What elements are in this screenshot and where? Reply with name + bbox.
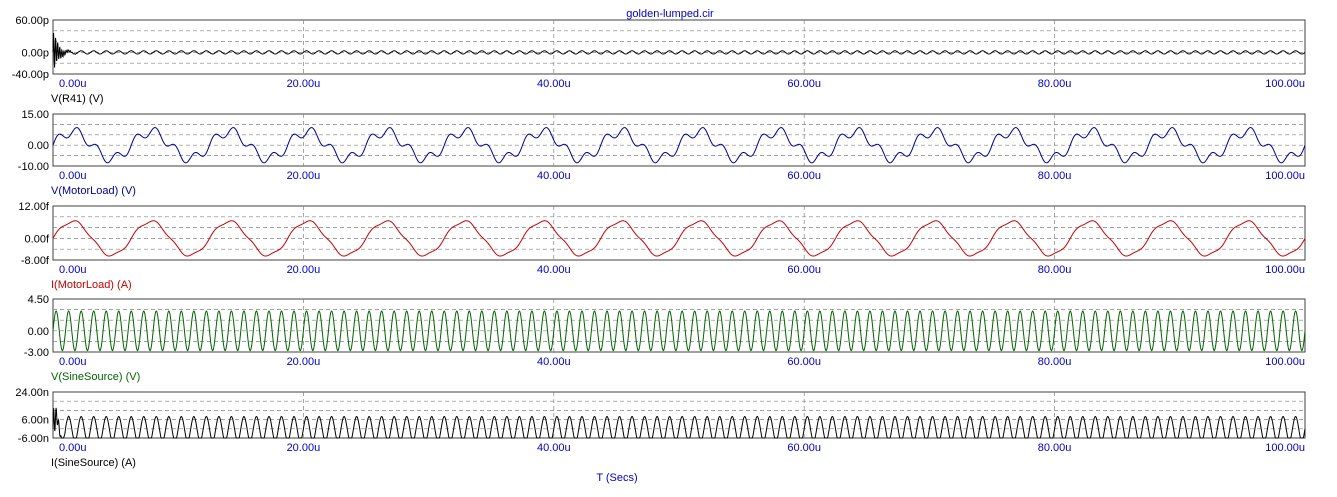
x-tick-label: 100.00u: [1265, 264, 1305, 276]
panels: 60.00p 0.00p -40.00p 0.00u 20.00u 40.00u 60.00…: [12, 15, 1306, 469]
y-tick-label: 0.00f: [25, 233, 50, 245]
series-line: [52, 127, 1306, 164]
x-tick-label: 100.00u: [1265, 78, 1305, 90]
y-tick-label: -3.00: [24, 347, 49, 359]
y-tick-label: 6.00n: [21, 415, 49, 427]
series-line: [52, 220, 1306, 257]
signal-label: V(SineSource) (V): [51, 371, 140, 383]
x-tick-label: 80.00u: [1038, 170, 1072, 182]
panel-5: 24.00n 6.00n -6.00n 0.00u 20.00u 40.00u 60.00u…: [15, 387, 1306, 469]
x-tick-label: 100.00u: [1265, 442, 1305, 454]
panel-3: 12.00f 0.00f -8.00f 0.00u 20.00u 40.00u 60.00u…: [18, 201, 1306, 291]
x-tick-label: 100.00u: [1265, 170, 1305, 182]
x-tick-label: 100.00u: [1265, 356, 1305, 368]
signal-label: V(MotorLoad) (V): [51, 185, 136, 197]
panel-4: 4.50 0.00 -3.00 0.00u 20.00u 40.00u 60.00u 80.0…: [24, 294, 1306, 383]
x-tick-label: 20.00u: [287, 170, 321, 182]
panel-frame: [52, 19, 1306, 75]
plot-title: golden-lumped.cir: [626, 8, 714, 20]
panel-2: 15.00 0.00 -10.00 0.00u 20.00u 40.00u 60.00u 80…: [18, 109, 1306, 197]
x-tick-label: 80.00u: [1038, 78, 1072, 90]
x-axis-label: T (Secs): [596, 472, 637, 484]
y-tick-label: -8.00f: [21, 255, 50, 267]
x-tick-label: 0.00u: [59, 442, 87, 454]
x-tick-label: 0.00u: [59, 170, 87, 182]
x-tick-label: 40.00u: [537, 170, 571, 182]
series-line: [52, 310, 1306, 352]
x-tick-label: 80.00u: [1038, 442, 1072, 454]
x-tick-label: 40.00u: [537, 78, 571, 90]
x-tick-label: 80.00u: [1038, 356, 1072, 368]
x-tick-label: 60.00u: [787, 170, 821, 182]
x-tick-label: 20.00u: [287, 442, 321, 454]
x-tick-label: 80.00u: [1038, 264, 1072, 276]
y-tick-label: -40.00p: [12, 69, 49, 81]
y-tick-label: -6.00n: [18, 433, 49, 445]
panel-frame: [52, 298, 1306, 353]
x-tick-label: 60.00u: [787, 356, 821, 368]
panel-1: 60.00p 0.00p -40.00p 0.00u 20.00u 40.00u 60.00…: [12, 15, 1306, 105]
x-tick-label: 40.00u: [537, 442, 571, 454]
y-tick-label: 4.50: [28, 294, 49, 306]
x-tick-label: 40.00u: [537, 264, 571, 276]
x-tick-label: 60.00u: [787, 78, 821, 90]
signal-label: I(SineSource) (A): [51, 457, 136, 469]
y-tick-label: -10.00: [18, 161, 49, 173]
y-tick-label: 0.00: [28, 326, 49, 338]
series-line: [52, 33, 1306, 68]
x-tick-label: 40.00u: [537, 356, 571, 368]
panel-frame: [52, 205, 1306, 261]
series-line: [52, 407, 1306, 439]
x-tick-label: 60.00u: [787, 442, 821, 454]
y-tick-label: 60.00p: [15, 15, 49, 27]
x-tick-label: 0.00u: [59, 78, 87, 90]
x-tick-label: 20.00u: [287, 78, 321, 90]
x-tick-label: 0.00u: [59, 356, 87, 368]
x-tick-label: 60.00u: [787, 264, 821, 276]
signal-label: V(R41) (V): [51, 93, 104, 105]
x-tick-label: 0.00u: [59, 264, 87, 276]
signal-label: I(MotorLoad) (A): [51, 279, 132, 291]
x-tick-label: 20.00u: [287, 264, 321, 276]
y-tick-label: 15.00: [21, 109, 49, 121]
y-tick-label: 12.00f: [18, 201, 50, 213]
panel-frame: [52, 113, 1306, 167]
x-tick-label: 20.00u: [287, 356, 321, 368]
y-tick-label: 0.00p: [21, 47, 49, 59]
y-tick-label: 24.00n: [15, 387, 49, 399]
y-tick-label: 0.00: [28, 140, 49, 152]
